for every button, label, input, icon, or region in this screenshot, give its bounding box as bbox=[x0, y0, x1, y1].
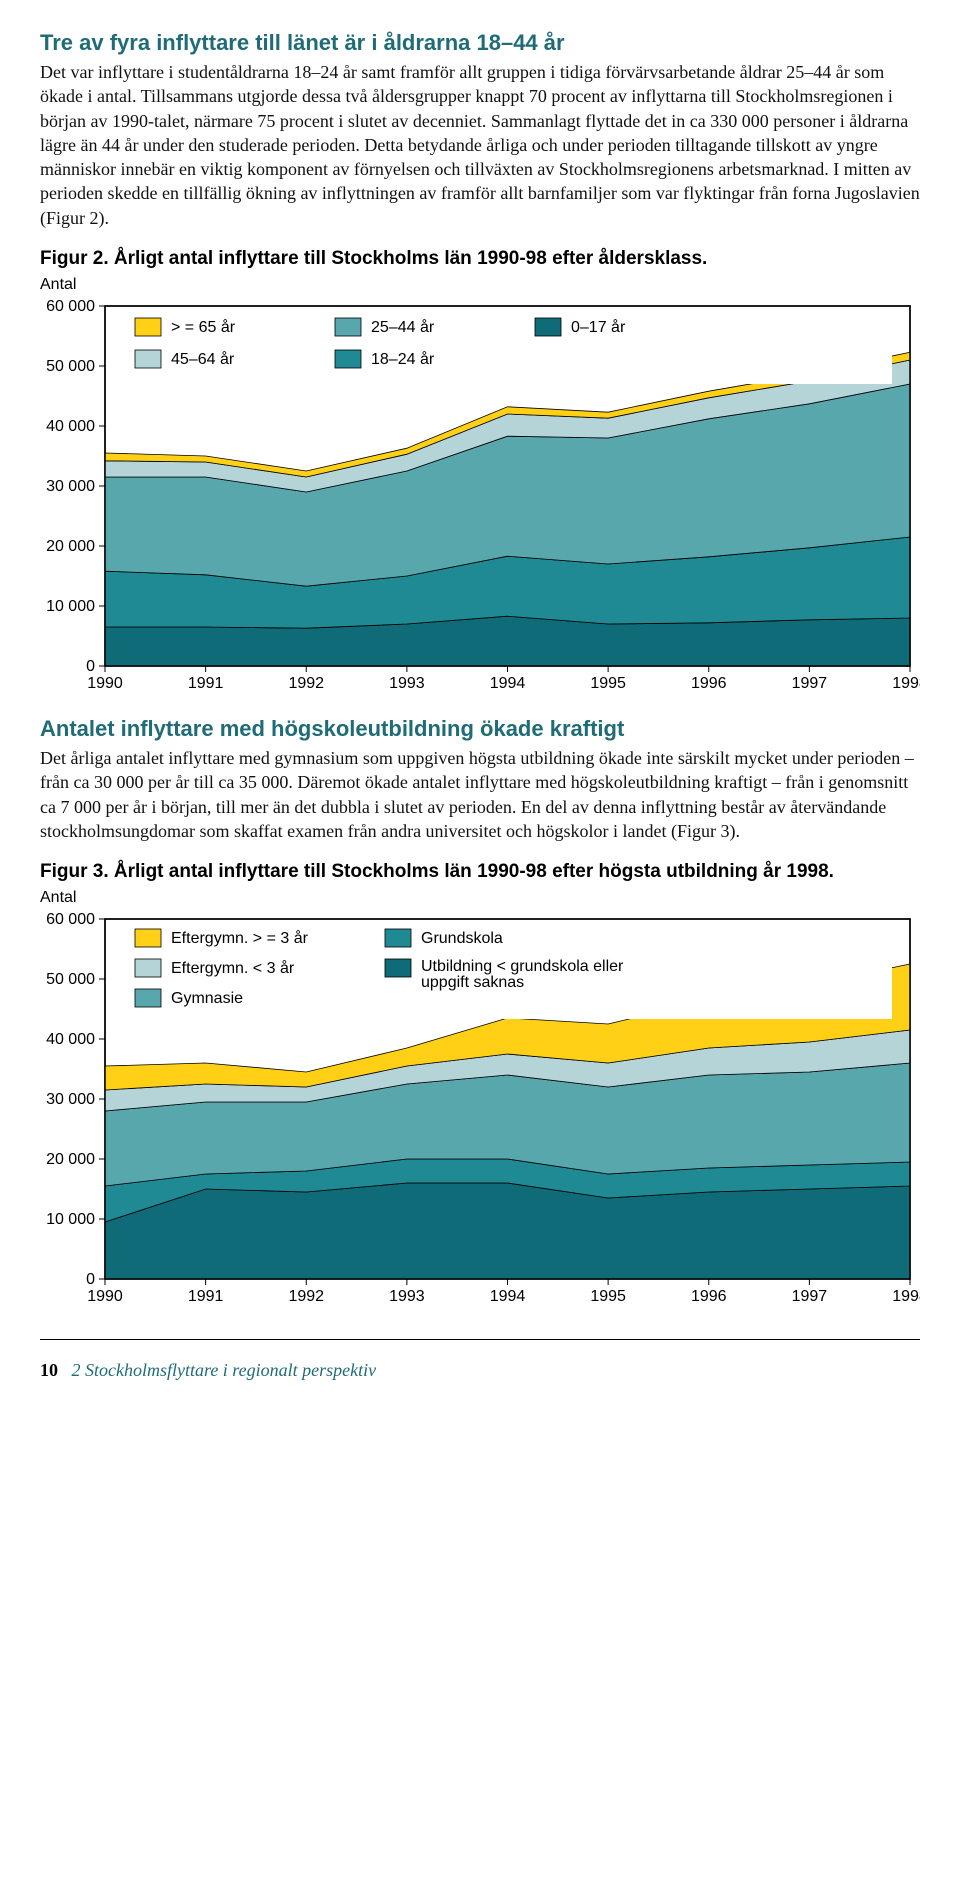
figure3-caption: Figur 3. Årligt antal inflyttare till St… bbox=[40, 861, 920, 883]
svg-text:1998: 1998 bbox=[892, 675, 920, 692]
svg-text:50 000: 50 000 bbox=[46, 971, 95, 988]
svg-text:60 000: 60 000 bbox=[46, 298, 95, 315]
svg-text:0–17 år: 0–17 år bbox=[571, 318, 626, 336]
svg-text:1993: 1993 bbox=[389, 675, 425, 692]
svg-text:1996: 1996 bbox=[691, 1288, 727, 1305]
svg-text:30 000: 30 000 bbox=[46, 1091, 95, 1108]
svg-text:Utbildning < grundskola eller: Utbildning < grundskola eller bbox=[421, 958, 624, 975]
svg-text:50 000: 50 000 bbox=[46, 358, 95, 375]
svg-text:20 000: 20 000 bbox=[46, 1151, 95, 1168]
svg-text:1991: 1991 bbox=[188, 675, 224, 692]
svg-text:0: 0 bbox=[86, 1271, 95, 1288]
section2-body: Det årliga antalet inflyttare med gymnas… bbox=[40, 746, 920, 843]
svg-text:20 000: 20 000 bbox=[46, 538, 95, 555]
svg-text:25–44 år: 25–44 år bbox=[371, 318, 435, 336]
svg-text:Eftergymn. > = 3 år: Eftergymn. > = 3 år bbox=[171, 929, 309, 947]
svg-text:1995: 1995 bbox=[590, 1288, 626, 1305]
svg-text:1992: 1992 bbox=[288, 1288, 324, 1305]
svg-text:1998: 1998 bbox=[892, 1288, 920, 1305]
svg-text:40 000: 40 000 bbox=[46, 418, 95, 435]
svg-text:Eftergymn. < 3 år: Eftergymn. < 3 år bbox=[171, 959, 295, 977]
svg-text:18–24 år: 18–24 år bbox=[371, 350, 435, 368]
figure3-chart: 0 10 000 20 000 30 000 40 000 50 000 60 000 199… bbox=[40, 909, 920, 1309]
figure2-chart: 0 10 000 20 000 30 000 40 000 50 000 60 000 199… bbox=[40, 296, 920, 696]
section1-heading: Tre av fyra inflyttare till länet är i å… bbox=[40, 30, 920, 56]
footer-pagenum: 10 bbox=[40, 1360, 58, 1380]
footer-rule bbox=[40, 1339, 920, 1340]
svg-text:60 000: 60 000 bbox=[46, 911, 95, 928]
figure3-ytitle: Antal bbox=[40, 889, 920, 907]
svg-text:45–64 år: 45–64 år bbox=[171, 350, 235, 368]
svg-text:30 000: 30 000 bbox=[46, 478, 95, 495]
svg-text:1995: 1995 bbox=[590, 675, 626, 692]
svg-text:1996: 1996 bbox=[691, 675, 727, 692]
page-footer: 10 2 Stockholmsflyttare i regionalt pers… bbox=[40, 1360, 920, 1381]
svg-text:Gymnasie: Gymnasie bbox=[171, 990, 243, 1007]
svg-text:10 000: 10 000 bbox=[46, 1211, 95, 1228]
svg-text:1994: 1994 bbox=[490, 1288, 526, 1305]
svg-text:10 000: 10 000 bbox=[46, 598, 95, 615]
svg-text:1994: 1994 bbox=[490, 675, 526, 692]
svg-text:1992: 1992 bbox=[288, 675, 324, 692]
svg-text:1990: 1990 bbox=[87, 675, 123, 692]
section1-body: Det var inflyttare i studentåldrarna 18–… bbox=[40, 60, 920, 230]
svg-text:Grundskola: Grundskola bbox=[421, 930, 503, 947]
svg-text:1997: 1997 bbox=[792, 675, 828, 692]
figure2-caption: Figur 2. Årligt antal inflyttare till St… bbox=[40, 248, 920, 270]
svg-text:40 000: 40 000 bbox=[46, 1031, 95, 1048]
svg-text:1997: 1997 bbox=[792, 1288, 828, 1305]
svg-text:> = 65 år: > = 65 år bbox=[171, 318, 236, 336]
footer-chapter: 2 Stockholmsflyttare i regionalt perspek… bbox=[72, 1360, 377, 1380]
svg-text:0: 0 bbox=[86, 658, 95, 675]
svg-text:1990: 1990 bbox=[87, 1288, 123, 1305]
svg-text:uppgift saknas: uppgift saknas bbox=[421, 974, 524, 991]
section2-heading: Antalet inflyttare med högskoleutbildnin… bbox=[40, 716, 920, 742]
figure2-ytitle: Antal bbox=[40, 276, 920, 294]
svg-text:1993: 1993 bbox=[389, 1288, 425, 1305]
svg-text:1991: 1991 bbox=[188, 1288, 224, 1305]
